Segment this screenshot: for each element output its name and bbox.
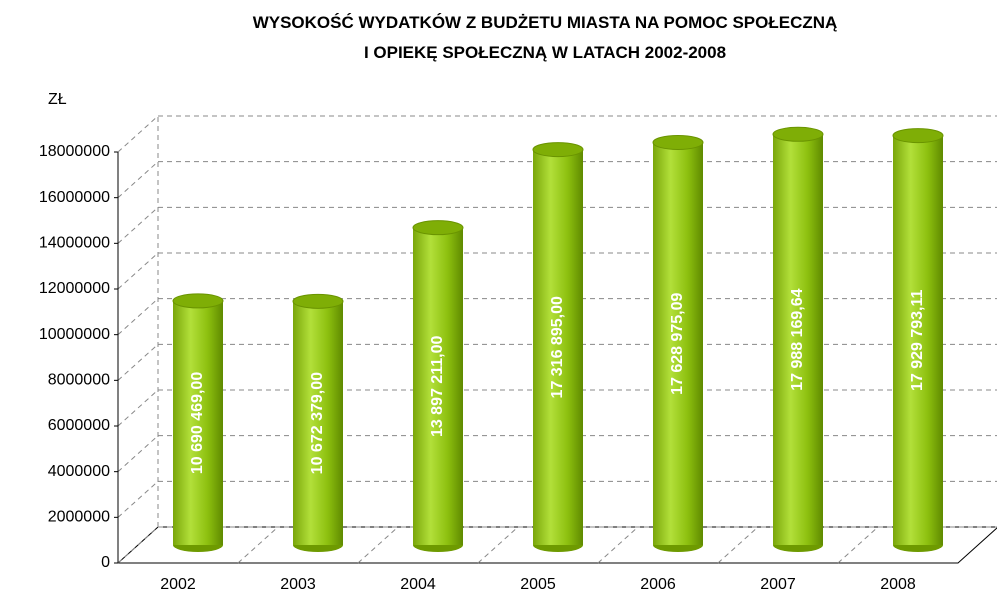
x-tick-label: 2003 xyxy=(280,576,316,593)
bar-top xyxy=(292,293,344,309)
grid-line xyxy=(117,115,159,153)
bar xyxy=(533,149,583,545)
x-tick-label: 2004 xyxy=(400,576,436,593)
floor xyxy=(116,526,997,564)
grid-line xyxy=(117,389,159,427)
bar xyxy=(173,300,223,545)
bar xyxy=(773,134,823,545)
value-label: 17 316 895,00 xyxy=(549,296,566,398)
bar xyxy=(293,301,343,545)
y-tick-label: 6000000 xyxy=(48,417,110,434)
grid-line xyxy=(117,161,159,199)
value-label: 13 897 211,00 xyxy=(429,336,446,438)
bar-top xyxy=(892,128,944,144)
x-tick-label: 2008 xyxy=(880,576,916,593)
grid-line xyxy=(117,206,159,244)
y-tick-label: 8000000 xyxy=(48,372,110,389)
y-tick-label: 10000000 xyxy=(39,326,110,343)
y-axis-label: ZŁ xyxy=(48,91,67,108)
y-tick-label: 0 xyxy=(101,554,110,571)
value-label: 17 628 975,09 xyxy=(669,292,686,394)
value-label: 17 988 169,64 xyxy=(789,288,806,390)
bar xyxy=(653,142,703,545)
grid-line xyxy=(117,480,159,518)
x-tick-label: 2005 xyxy=(520,576,556,593)
chart-title: WYSOKOŚĆ WYDATKÓW Z BUDŻETU MIASTA NA PO… xyxy=(252,13,838,62)
y-tick-label: 4000000 xyxy=(48,463,110,480)
grid-line xyxy=(117,252,159,290)
grid-line xyxy=(117,435,159,473)
floor-grid-line xyxy=(837,526,879,564)
bar xyxy=(893,135,943,545)
x-tick-label: 2006 xyxy=(640,576,676,593)
value-label: 10 690 469,00 xyxy=(189,372,206,474)
grid-line xyxy=(117,343,159,381)
value-label: 10 672 379,00 xyxy=(309,372,326,474)
floor-grid-line xyxy=(357,526,399,564)
floor-grid-line xyxy=(597,526,639,564)
y-tick-label: 12000000 xyxy=(39,280,110,297)
bar-top xyxy=(772,126,824,142)
bar-top xyxy=(652,134,704,150)
bar-top xyxy=(532,142,584,158)
bar-top xyxy=(172,293,224,309)
bar-top xyxy=(412,220,464,236)
floor-grid-line xyxy=(717,526,759,564)
floor-grid-line xyxy=(477,526,519,564)
y-tick-label: 18000000 xyxy=(39,143,110,160)
y-tick-label: 14000000 xyxy=(39,235,110,252)
bar xyxy=(413,227,463,545)
y-tick-label: 2000000 xyxy=(48,509,110,526)
x-tick-label: 2007 xyxy=(760,576,796,593)
value-label: 17 929 793,11 xyxy=(909,289,926,391)
floor-grid-line xyxy=(237,526,279,564)
y-tick-label: 16000000 xyxy=(39,189,110,206)
x-tick-label: 2002 xyxy=(160,576,196,593)
grid-line xyxy=(117,298,159,336)
